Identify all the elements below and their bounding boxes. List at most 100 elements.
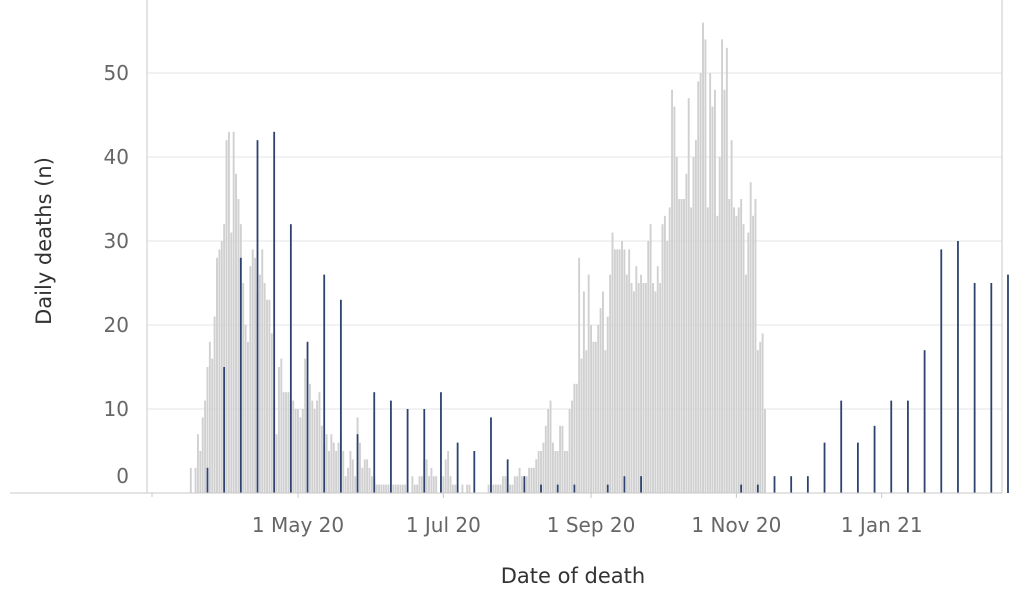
daily-bar bbox=[266, 299, 268, 493]
daily-bar bbox=[744, 274, 747, 493]
daily-bar bbox=[654, 291, 657, 493]
daily-bar bbox=[716, 215, 719, 494]
daily-bar bbox=[196, 434, 199, 493]
daily-bar bbox=[280, 358, 283, 493]
daily-bar bbox=[637, 283, 640, 493]
daily-bar bbox=[599, 308, 602, 493]
daily-bar bbox=[447, 451, 450, 493]
daily-bar bbox=[680, 199, 683, 493]
weekly-highlight-bar bbox=[990, 283, 993, 493]
daily-bar bbox=[537, 451, 540, 493]
y-tick-label: 20 bbox=[104, 313, 129, 337]
daily-bar bbox=[616, 249, 619, 493]
daily-bar bbox=[375, 484, 378, 493]
weekly-highlight-bar bbox=[840, 400, 843, 493]
daily-bar bbox=[551, 442, 554, 493]
daily-bar bbox=[487, 484, 490, 493]
daily-bar bbox=[699, 73, 702, 493]
daily-bar bbox=[335, 451, 338, 493]
weekly-highlight-bar bbox=[540, 484, 542, 493]
weekly-highlight-bar bbox=[773, 476, 776, 493]
weekly-highlight-bar bbox=[423, 409, 426, 493]
daily-bar bbox=[227, 131, 230, 494]
x-tick-label: 1 Jul 20 bbox=[406, 513, 481, 537]
daily-bar bbox=[604, 350, 607, 493]
daily-bar bbox=[761, 333, 764, 493]
daily-bar bbox=[325, 434, 328, 493]
daily-bar bbox=[387, 484, 390, 493]
daily-bar bbox=[518, 467, 521, 493]
y-tick-label: 50 bbox=[104, 61, 129, 85]
daily-bar bbox=[625, 274, 628, 493]
daily-bar bbox=[571, 400, 573, 493]
daily-bar bbox=[220, 241, 223, 493]
daily-bar bbox=[337, 442, 340, 493]
daily-bar bbox=[737, 207, 740, 493]
daily-bar bbox=[697, 81, 700, 494]
daily-bar bbox=[749, 182, 752, 493]
daily-bar bbox=[540, 451, 542, 493]
daily-bar bbox=[392, 484, 395, 493]
daily-bar bbox=[613, 249, 616, 493]
daily-bar bbox=[668, 207, 671, 493]
weekly-highlight-bar bbox=[289, 224, 292, 493]
daily-bar bbox=[611, 232, 614, 493]
weekly-highlight-bar bbox=[473, 451, 476, 493]
daily-bar bbox=[201, 417, 204, 493]
daily-bar bbox=[740, 199, 743, 493]
daily-bar bbox=[525, 476, 528, 493]
daily-bar bbox=[566, 451, 569, 493]
daily-bar bbox=[351, 459, 354, 493]
daily-bar bbox=[349, 451, 352, 493]
daily-bar bbox=[687, 98, 690, 493]
x-tick-label: 1 May 20 bbox=[252, 513, 344, 537]
daily-bar bbox=[528, 467, 531, 493]
daily-bar bbox=[597, 325, 600, 493]
daily-bar bbox=[294, 409, 297, 493]
daily-bar bbox=[642, 283, 645, 493]
daily-bar bbox=[468, 484, 471, 493]
daily-bar bbox=[254, 257, 257, 493]
daily-bar bbox=[232, 131, 235, 494]
daily-bar bbox=[492, 484, 495, 493]
daily-bar bbox=[725, 47, 728, 494]
daily-bar bbox=[311, 400, 314, 493]
daily-bar bbox=[628, 249, 631, 493]
daily-bar bbox=[521, 476, 523, 493]
daily-bar bbox=[494, 484, 497, 493]
daily-bar bbox=[261, 249, 264, 493]
daily-bar bbox=[380, 484, 383, 493]
daily-bar bbox=[216, 257, 218, 493]
daily-bar bbox=[647, 241, 650, 493]
weekly-highlight-bar bbox=[373, 392, 376, 493]
daily-bar bbox=[435, 476, 438, 493]
daily-bar bbox=[723, 89, 726, 494]
daily-bar bbox=[752, 215, 755, 494]
weekly-highlight-bar bbox=[556, 484, 559, 493]
weekly-highlight-bar bbox=[573, 484, 576, 493]
daily-bar bbox=[213, 316, 216, 493]
daily-bar bbox=[673, 106, 676, 493]
weekly-highlight-bar bbox=[306, 341, 309, 493]
daily-bar bbox=[644, 283, 647, 493]
daily-bar bbox=[649, 224, 652, 493]
daily-bar bbox=[347, 467, 349, 493]
daily-bar bbox=[299, 417, 302, 493]
weekly-highlight-bar bbox=[390, 400, 392, 493]
daily-bar bbox=[559, 425, 562, 493]
weekly-highlight-bar bbox=[790, 476, 793, 493]
daily-bar bbox=[661, 224, 664, 493]
daily-bar bbox=[449, 476, 452, 493]
daily-bar bbox=[368, 467, 371, 493]
daily-bar bbox=[497, 484, 500, 493]
weekly-highlight-bar bbox=[873, 425, 876, 493]
daily-bar bbox=[425, 459, 428, 493]
weekly-highlight-bar bbox=[1007, 274, 1009, 493]
daily-bar bbox=[330, 434, 333, 493]
daily-bar bbox=[713, 89, 716, 494]
daily-bar bbox=[544, 425, 547, 493]
weekly-highlight-bar bbox=[506, 459, 509, 493]
daily-bar bbox=[411, 476, 414, 493]
weekly-highlight-bar bbox=[823, 442, 826, 493]
daily-bar bbox=[308, 383, 311, 493]
